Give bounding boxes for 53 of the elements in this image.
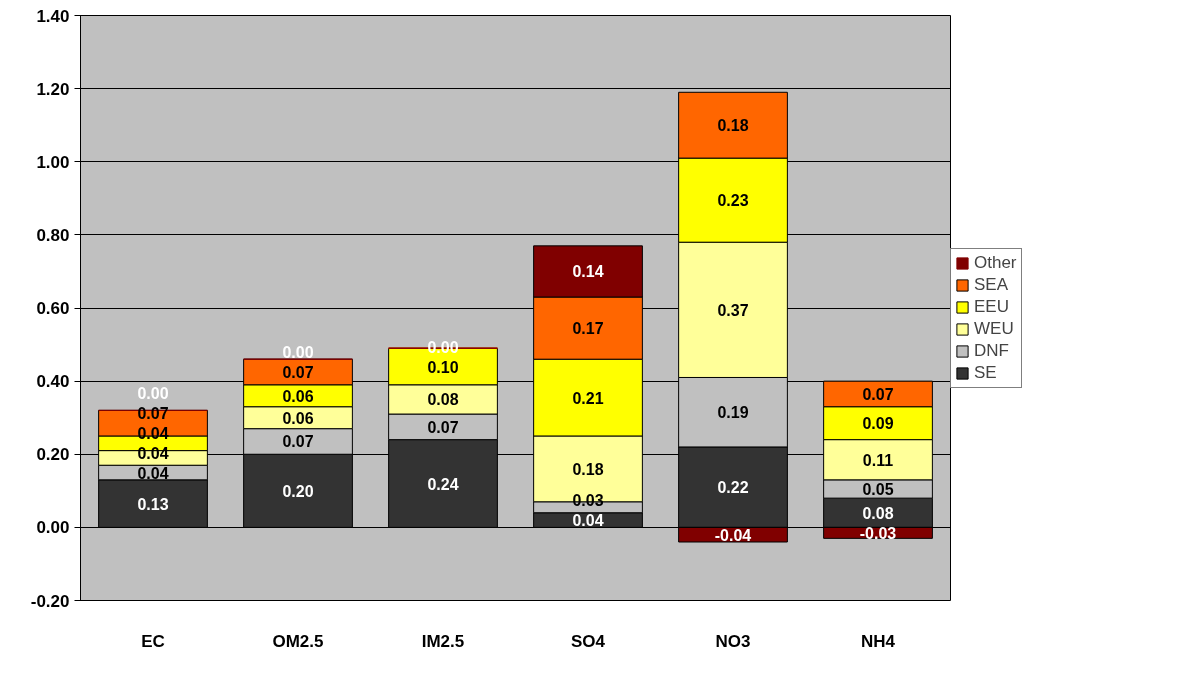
data-label: 0.19	[717, 404, 749, 422]
data-label: 0.13	[137, 495, 169, 513]
y-tick-label: 0.40	[36, 372, 70, 392]
legend-label: SEA	[974, 275, 1009, 295]
data-label: 0.17	[572, 320, 604, 338]
x-tick-label: NH4	[861, 631, 896, 651]
data-label: 0.20	[282, 482, 314, 500]
data-label: 0.06	[282, 409, 314, 427]
data-label: 0.18	[717, 117, 749, 135]
legend-label: DNF	[974, 341, 1009, 361]
data-label: 0.00	[427, 338, 459, 356]
legend-label: SE	[974, 363, 997, 383]
data-label: 0.24	[427, 475, 459, 493]
y-tick-label: 1.20	[36, 79, 70, 99]
data-label: 0.00	[282, 344, 314, 362]
data-label: 0.22	[717, 479, 749, 497]
data-label: -0.03	[859, 524, 897, 542]
data-label: 0.08	[862, 504, 894, 522]
data-label: 0.07	[282, 433, 314, 451]
data-label: 0.08	[427, 391, 459, 409]
y-tick-label: 0.00	[36, 518, 70, 538]
x-tick-label: OM2.5	[272, 631, 324, 651]
data-label: 0.37	[717, 301, 749, 319]
data-label: 0.21	[572, 389, 604, 407]
y-tick-label: 0.60	[36, 299, 70, 318]
y-tick-label: 0.20	[36, 445, 70, 465]
data-label: 0.07	[427, 418, 459, 436]
data-label: 0.18	[572, 460, 604, 478]
data-label: 0.07	[862, 385, 894, 403]
data-label: 0.14	[572, 263, 604, 281]
legend-label: WEU	[974, 319, 1014, 339]
data-label: 0.10	[427, 358, 459, 376]
y-tick-label: -0.20	[30, 591, 70, 611]
y-tick-label: 0.80	[36, 225, 70, 245]
data-label: 0.11	[862, 451, 894, 469]
data-label: 0.07	[282, 363, 314, 381]
data-label: 0.23	[717, 192, 749, 210]
data-label: 0.05	[862, 480, 894, 498]
data-label: 0.06	[282, 387, 314, 405]
x-tick-label: EC	[141, 631, 165, 651]
data-label: 0.00	[137, 384, 169, 402]
data-label: 0.04	[137, 464, 169, 482]
data-label: 0.04	[572, 512, 604, 530]
x-tick-label: SO4	[570, 631, 606, 651]
legend-label: EEU	[974, 297, 1009, 317]
x-tick-label: NO3	[715, 631, 751, 651]
y-tick-label: 1.00	[36, 152, 70, 172]
x-tick-label: IM2.5	[421, 631, 465, 651]
data-label: 0.07	[137, 404, 169, 422]
data-label: 0.09	[862, 415, 894, 433]
data-label: -0.04	[714, 526, 752, 544]
y-tick-label: 1.40	[36, 6, 70, 26]
legend-label: Other	[974, 253, 1017, 273]
